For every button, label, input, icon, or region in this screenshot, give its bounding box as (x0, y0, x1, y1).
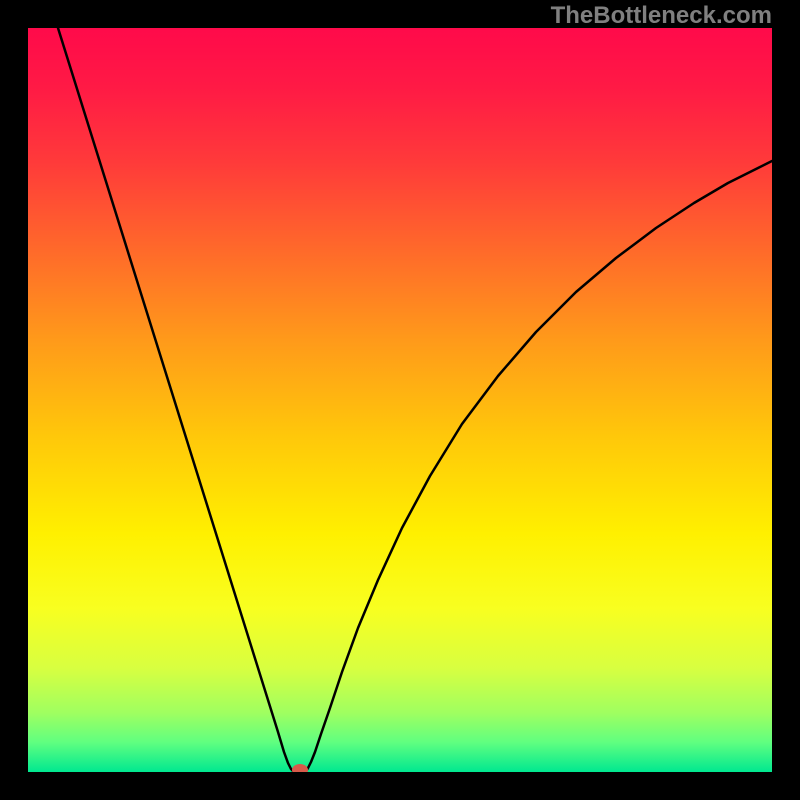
chart-frame: TheBottleneck.com (0, 0, 800, 800)
watermark-text: TheBottleneck.com (551, 2, 772, 30)
plot-background (28, 28, 772, 772)
optimal-point-marker (292, 764, 308, 776)
chart-svg (0, 0, 800, 800)
